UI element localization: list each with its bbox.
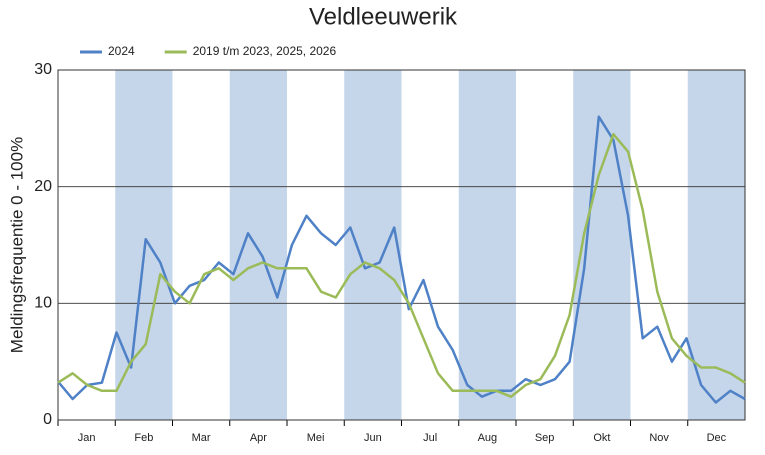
- x-tick-label: Jun: [364, 432, 382, 444]
- x-tick-label: Nov: [649, 432, 669, 444]
- y-tick-label: 30: [34, 61, 52, 78]
- chart-title: Veldleeuwerik: [309, 3, 458, 30]
- x-tick-label: Mar: [192, 432, 211, 444]
- month-band: [458, 70, 516, 420]
- y-axis-label: Meldingsfrequentie 0 - 100%: [7, 137, 26, 353]
- month-band: [344, 70, 402, 420]
- plot-frame: [57, 69, 746, 421]
- series-line: [57, 132, 746, 398]
- x-tick-label: Okt: [593, 432, 610, 444]
- y-tick-label: 0: [43, 411, 52, 428]
- legend-label: 2019 t/m 2023, 2025, 2026: [193, 44, 337, 58]
- y-tick-label: 10: [34, 295, 52, 312]
- x-tick-label: Dec: [707, 432, 727, 444]
- month-band: [687, 70, 745, 420]
- series-line: [57, 115, 746, 404]
- x-tick-label: Sep: [535, 432, 555, 444]
- x-tick-label: Aug: [478, 432, 498, 444]
- x-tick-label: Mei: [307, 432, 325, 444]
- x-tick-label: Apr: [250, 432, 267, 444]
- y-tick-label: 20: [34, 178, 52, 195]
- x-tick-label: Feb: [134, 432, 153, 444]
- x-tick-label: Jul: [423, 432, 437, 444]
- month-band: [229, 70, 287, 420]
- legend-label: 2024: [108, 44, 135, 58]
- x-tick-label: Jan: [78, 432, 96, 444]
